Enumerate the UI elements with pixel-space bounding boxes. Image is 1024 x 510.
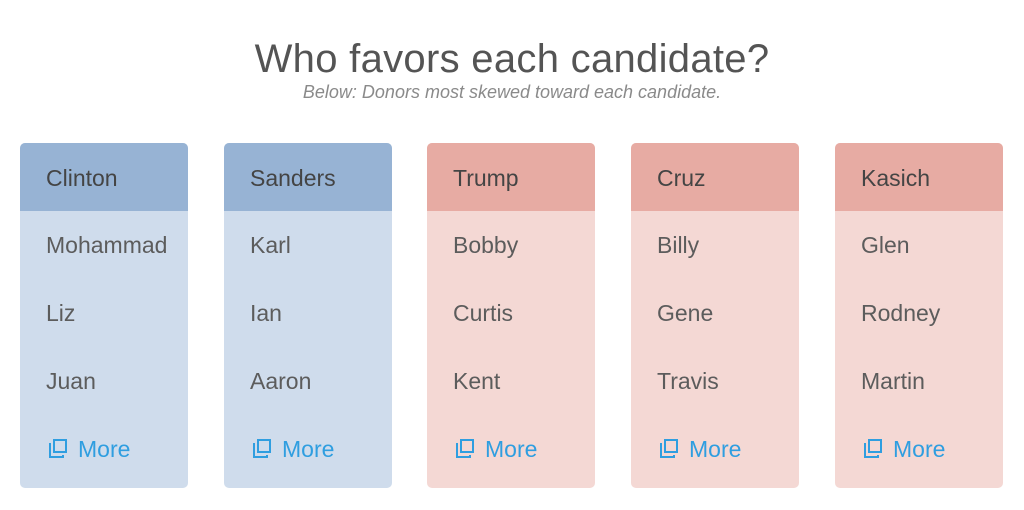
candidate-name: Kasich — [835, 143, 1003, 211]
candidate-card-cruz: Cruz Billy Gene Travis More — [631, 143, 799, 488]
more-link[interactable]: More — [427, 415, 595, 483]
candidate-name: Trump — [427, 143, 595, 211]
page-subtitle: Below: Donors most skewed toward each ca… — [302, 82, 722, 102]
donor-list: Karl Ian Aaron — [224, 211, 392, 415]
donor-name: Travis — [657, 368, 719, 394]
candidate-card-clinton: Clinton Mohammad Liz Juan More — [20, 143, 188, 488]
donor-list: Bobby Curtis Kent — [427, 211, 595, 415]
donor-name: Rodney — [861, 300, 941, 326]
candidate-card-sanders: Sanders Karl Ian Aaron More — [224, 143, 392, 488]
donor-name: Ian — [250, 300, 282, 326]
candidate-cards: Clinton Mohammad Liz Juan More Sanders K… — [20, 143, 1003, 488]
open-window-icon — [864, 439, 882, 458]
more-link[interactable]: More — [835, 415, 1003, 483]
donor-name: Gene — [657, 300, 714, 326]
donor-name: Mohammad — [46, 232, 168, 258]
candidate-name: Cruz — [631, 143, 799, 211]
candidate-name: Sanders — [224, 143, 392, 211]
more-link[interactable]: More — [631, 415, 799, 483]
more-label[interactable]: More — [78, 435, 131, 462]
candidate-card-trump: Trump Bobby Curtis Kent More — [427, 143, 595, 488]
donor-name: Liz — [46, 300, 76, 326]
donor-name: Bobby — [453, 232, 519, 258]
candidate-card-kasich: Kasich Glen Rodney Martin More — [835, 143, 1003, 488]
donor-name: Martin — [861, 368, 925, 394]
candidate-name: Clinton — [20, 143, 188, 211]
donor-name: Juan — [46, 368, 96, 394]
donor-name: Karl — [250, 232, 291, 258]
donor-name: Kent — [453, 368, 501, 394]
donor-name: Aaron — [250, 368, 312, 394]
open-window-icon — [456, 439, 474, 458]
more-label[interactable]: More — [485, 435, 538, 462]
donor-name: Billy — [657, 232, 700, 258]
open-window-icon — [253, 439, 271, 458]
donor-list: Billy Gene Travis — [631, 211, 799, 415]
donor-name: Glen — [861, 232, 910, 258]
more-label[interactable]: More — [689, 435, 742, 462]
more-label[interactable]: More — [282, 435, 335, 462]
more-label[interactable]: More — [893, 435, 946, 462]
more-link[interactable]: More — [20, 415, 188, 483]
open-window-icon — [49, 439, 67, 458]
donor-list: Glen Rodney Martin — [835, 211, 1003, 415]
page-title: Who favors each candidate? — [254, 36, 770, 81]
open-window-icon — [660, 439, 678, 458]
donor-name: Curtis — [453, 300, 514, 326]
donor-list: Mohammad Liz Juan — [20, 211, 188, 415]
more-link[interactable]: More — [224, 415, 392, 483]
